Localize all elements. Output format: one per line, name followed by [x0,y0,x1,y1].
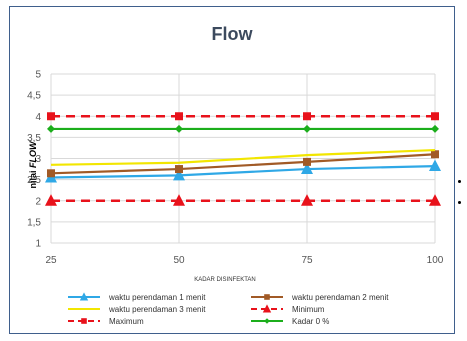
data-point [47,112,55,121]
legend-label: waktu perendaman 1 menit [108,293,206,302]
data-point [301,194,313,206]
y-tick-label: 5 [35,70,41,81]
x-axis-label: KADAR DISINFEKTAN [194,277,256,283]
series-3 [50,148,436,166]
x-tick-label: 100 [427,255,444,266]
y-tick-label: 2,5 [27,175,41,186]
chart-frame: Flow 1 1,5 2 2,5 3 3,5 4 4,5 5 25 50 75 100 nilai F… [9,6,455,334]
series-4 [45,194,441,206]
data-point [175,124,183,133]
y-tick-labels: 1 1,5 2 2,5 3 3,5 4 4,5 5 [27,70,41,250]
series-2 [47,150,439,178]
y-tick-label: 1 [35,239,41,250]
legend-marker [79,292,89,301]
legend-label: Minimum [292,305,325,314]
data-point [429,194,441,206]
data-point [175,165,183,174]
x-tick-label: 25 [45,255,57,266]
y-tick-label: 3 [35,154,41,165]
legend-item: Maximum [68,317,144,326]
series-5 [47,112,439,121]
legend-item: waktu perendaman 2 menit [251,293,389,302]
data-point [303,112,311,121]
data-point [301,162,313,175]
side-dot [458,180,461,183]
data-point [431,124,439,133]
side-dot [458,201,461,204]
series-line [50,153,436,175]
data-point [431,112,439,121]
y-tick-label: 4,5 [27,91,41,102]
legend-marker [264,318,270,324]
flow-line-chart: Flow 1 1,5 2 2,5 3 3,5 4 4,5 5 25 50 75 100 nilai F… [27,24,444,326]
data-point [175,112,183,121]
x-tick-labels: 25 50 75 100 [45,255,443,266]
legend-label: Kadar 0 % [292,317,329,326]
legend-label: Maximum [109,317,144,326]
series-1 [45,159,441,183]
data-point [431,150,439,159]
side-marks [456,0,467,341]
legend-marker [264,294,270,300]
legend-item: Minimum [251,304,325,314]
data-point [429,159,441,172]
series-line [50,148,436,166]
data-point [303,157,311,166]
data-point [173,168,185,181]
legend-label: waktu perendaman 2 menit [291,293,389,302]
data-point [47,124,55,133]
legend-marker [262,304,272,313]
chart-title: Flow [212,24,254,44]
x-tick-label: 75 [301,255,313,266]
y-tick-label: 2 [35,196,41,207]
legend-item: Kadar 0 % [251,317,329,326]
y-tick-label: 4 [35,112,41,123]
data-point [303,124,311,133]
data-point [47,169,55,178]
x-tick-label: 50 [173,255,185,266]
series-line [50,165,436,179]
y-tick-label: 3,5 [27,133,41,144]
legend: waktu perendaman 1 menit waktu perendaman… [68,292,389,326]
y-tick-label: 1,5 [27,217,41,228]
y-axis-label: nilai FLOW [28,140,38,189]
series-layer [45,112,441,206]
legend-label: waktu perendaman 3 menit [108,305,206,314]
legend-marker [81,318,87,324]
data-point [173,194,185,206]
legend-item: waktu perendaman 3 menit [68,305,206,314]
series-6 [47,124,439,133]
data-point [45,194,57,206]
legend-item: waktu perendaman 1 menit [68,292,206,302]
